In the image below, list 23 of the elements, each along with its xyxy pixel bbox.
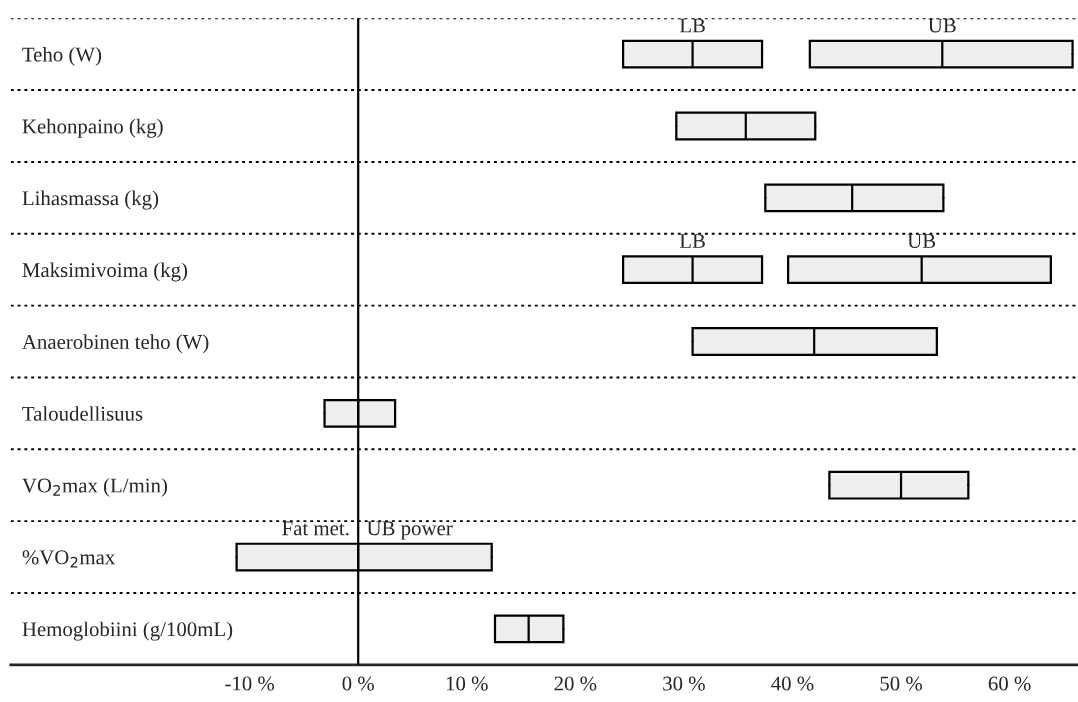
annotation: LB	[679, 18, 705, 33]
x-tick-label: 60 %	[988, 676, 1031, 691]
x-tick-label: 0 %	[342, 676, 374, 691]
y-tick-label: VO$_{2}$max (L/min)	[22, 477, 167, 497]
annotation: UB power	[366, 521, 453, 540]
y-tick-label: %VO$_{2}$max	[22, 550, 115, 568]
x-tick-label: 50 %	[880, 676, 923, 691]
annotation: UB	[928, 18, 956, 33]
annotation: UB	[907, 234, 936, 248]
x-tick-label: 30 %	[663, 676, 705, 691]
x-tick-label: 10 %	[446, 676, 488, 691]
x-tick-label: 20 %	[554, 676, 597, 691]
x-tick-label: 40 %	[771, 676, 814, 691]
y-tick-label: Taloudellisuus	[22, 406, 143, 421]
y-tick-label: Teho (W)	[22, 46, 102, 66]
x-tick-label: -10 %	[225, 676, 275, 691]
annotation: LB	[679, 234, 705, 248]
y-tick-label: Kehonpaino (kg)	[22, 118, 163, 138]
annotation: Fat met.	[282, 521, 349, 536]
y-tick-label: Hemoglobiini (g/100mL)	[22, 621, 233, 641]
y-tick-label: Anaerobinen teho (W)	[22, 334, 209, 354]
y-tick-label: Lihasmassa (kg)	[22, 190, 159, 210]
y-tick-label: Maksimivoima (kg)	[22, 262, 188, 282]
